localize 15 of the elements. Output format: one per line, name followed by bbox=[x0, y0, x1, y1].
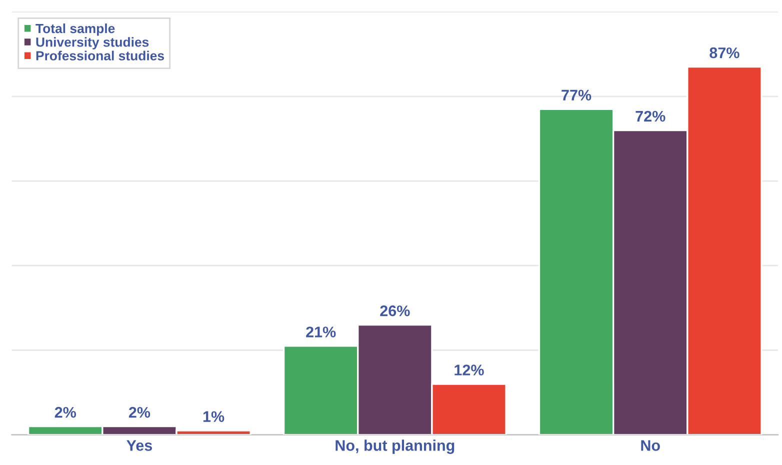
data-label: 1% bbox=[203, 411, 224, 422]
data-label: 72% bbox=[636, 110, 666, 122]
legend-label: Professional studies bbox=[36, 50, 164, 60]
x-tick-label: No, but planning bbox=[336, 440, 454, 454]
x-tick-label: No bbox=[641, 440, 660, 451]
data-label: 21% bbox=[306, 326, 336, 338]
data-label: 2% bbox=[54, 406, 76, 418]
data-label: 26% bbox=[380, 305, 410, 316]
legend-label: University studies bbox=[36, 37, 149, 50]
legend-label: Total sample bbox=[36, 24, 115, 36]
data-label: 77% bbox=[562, 90, 592, 101]
x-tick-label: Yes bbox=[126, 440, 152, 451]
data-label: 87% bbox=[710, 47, 740, 58]
data-label: 12% bbox=[454, 364, 484, 376]
data-label: 2% bbox=[128, 406, 150, 418]
